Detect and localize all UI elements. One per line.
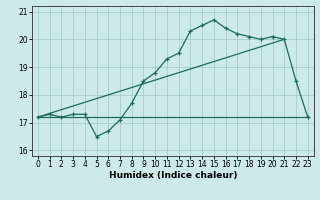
X-axis label: Humidex (Indice chaleur): Humidex (Indice chaleur) xyxy=(108,171,237,180)
